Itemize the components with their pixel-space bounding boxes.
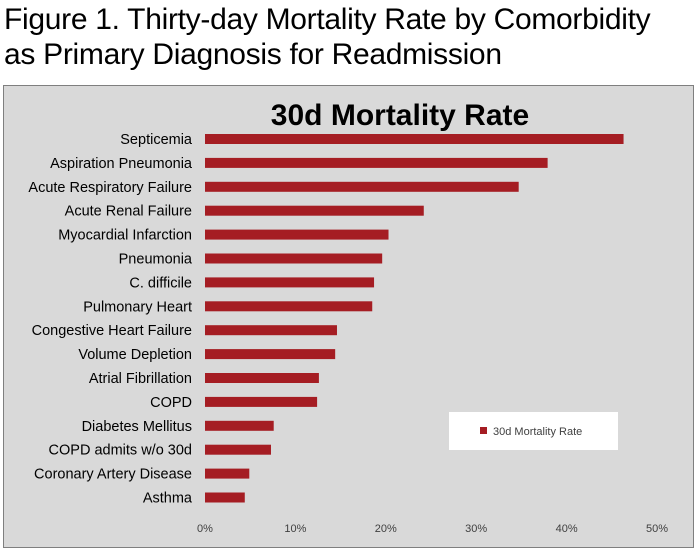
bar-2 [205,181,519,192]
bar-7 [205,301,373,312]
bar-10 [205,373,319,383]
legend-box [449,412,618,450]
category-label: Pulmonary Heart [83,299,192,315]
category-label: COPD admits w/o 30d [49,443,192,459]
category-label: Pneumonia [119,252,193,268]
bar-4 [205,229,389,240]
x-tick-label: 50% [646,523,668,535]
bar-12 [205,420,274,431]
x-tick-label: 10% [284,523,306,535]
category-label: Coronary Artery Disease [34,467,192,483]
bar-9 [205,349,336,360]
legend-label: 30d Mortality Rate [493,426,582,438]
bar-15 [205,492,245,503]
category-label: COPD [150,395,192,411]
bar-5 [205,253,383,264]
category-label: Myocardial Infarction [58,228,192,244]
figure-title: Figure 1. Thirty-day Mortality Rate by C… [4,2,696,72]
bar-14 [205,468,250,479]
bar-11 [205,396,318,407]
x-tick-label: 20% [375,523,397,535]
category-label: Acute Respiratory Failure [28,180,192,196]
bar-3 [205,205,424,216]
bar-6 [205,277,375,288]
x-tick-label: 30% [465,523,487,535]
category-label: Asthma [143,491,193,507]
figure-title-line-2: as Primary Diagnosis for Readmission [4,38,502,71]
legend-swatch [480,427,487,434]
bar-13 [205,444,271,455]
category-label: Aspiration Pneumonia [50,156,193,172]
chart-title: 30d Mortality Rate [271,99,529,132]
category-label: Acute Renal Failure [65,204,192,220]
x-tick-label: 40% [556,523,578,535]
category-label: Volume Depletion [78,347,192,363]
bar-1 [205,157,548,168]
legend: 30d Mortality Rate [449,412,618,450]
x-tick-label: 0% [197,523,213,535]
bar-0 [205,134,624,144]
category-label: Atrial Fibrillation [89,371,192,387]
bar-8 [205,325,337,336]
category-label: Diabetes Mellitus [82,419,192,435]
category-label: Congestive Heart Failure [32,323,192,339]
category-label: Septicemia [120,132,193,148]
figure-title-line-1: Figure 1. Thirty-day Mortality Rate by C… [4,3,651,36]
category-label: C. difficile [129,275,192,291]
